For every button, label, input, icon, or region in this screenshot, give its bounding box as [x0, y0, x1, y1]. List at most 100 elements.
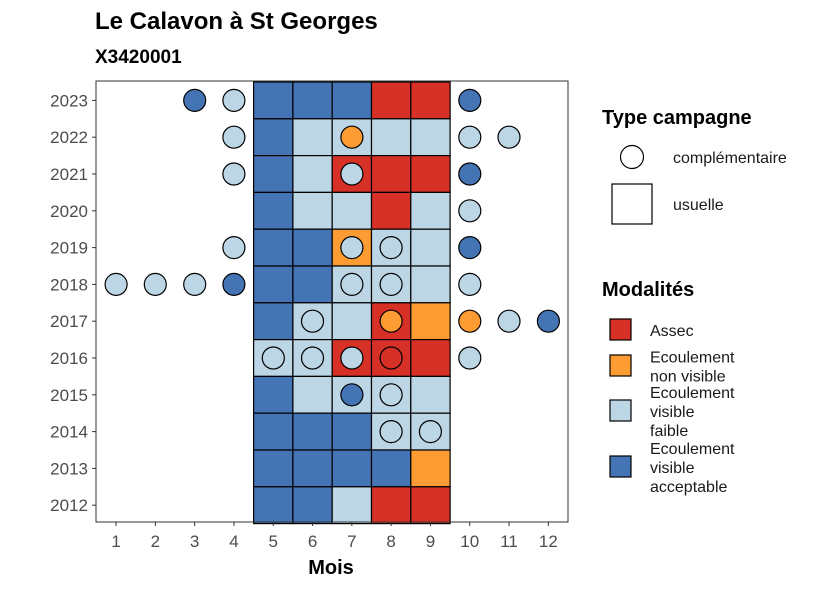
legend-swatch: [609, 399, 632, 422]
legend-modalite-label: Assec: [650, 323, 694, 340]
legend-type-label: complémentaire: [673, 150, 787, 167]
heatmap-cell: [253, 449, 294, 488]
heatmap-cell: [410, 449, 451, 488]
y-tick-label: 2019: [50, 239, 88, 258]
heatmap-cell: [292, 486, 333, 525]
heatmap-cell: [253, 191, 294, 230]
heatmap-cell: [370, 191, 412, 230]
heatmap-cell: [292, 118, 333, 157]
complementary-point: [104, 272, 128, 296]
complementary-point: [340, 236, 364, 260]
complementary-point: [379, 420, 403, 444]
heatmap-cell: [410, 486, 451, 525]
legend-swatch: [609, 318, 632, 341]
heatmap-cell: [292, 155, 333, 194]
y-tick-label: 2022: [50, 128, 88, 147]
complementary-point: [458, 309, 482, 333]
x-tick-label: 11: [500, 532, 518, 551]
complementary-point: [300, 346, 325, 370]
heatmap-cell: [253, 412, 294, 451]
heatmap-cell: [410, 339, 451, 378]
complementary-point: [340, 162, 364, 186]
complementary-point: [340, 383, 364, 407]
complementary-point: [536, 309, 561, 333]
complementary-point: [222, 88, 246, 113]
legend-swatch: [609, 455, 632, 478]
x-tick-label: 7: [347, 532, 356, 551]
heatmap-cell: [253, 302, 294, 341]
legend-modalite-label: Ecoulement visible acceptable: [650, 441, 735, 496]
heatmap-cell: [292, 191, 333, 230]
y-tick-label: 2020: [50, 202, 88, 221]
heatmap-cell: [292, 228, 333, 267]
legend-modalite-label: Ecoulement non visible: [650, 350, 735, 386]
heatmap-cell: [331, 81, 373, 120]
legend-modalite-label: Ecoulement visible faible: [650, 385, 735, 440]
heatmap-cell: [370, 486, 412, 525]
complementary-point: [222, 272, 246, 296]
heatmap-cell: [292, 449, 333, 488]
heatmap-cell: [370, 118, 412, 157]
x-axis: 1 2 3 4 5 6 7 8 9 10 11 12: [111, 522, 558, 551]
legend-type-title: Type campagne: [602, 107, 752, 129]
complementary-point: [458, 346, 482, 370]
complementary-point: [261, 346, 285, 370]
complementary-point: [222, 125, 246, 149]
heatmap-cell: [253, 118, 294, 157]
heatmap-cell: [410, 118, 451, 157]
chart-subtitle: X3420001: [95, 47, 182, 68]
complementary-point: [458, 199, 482, 223]
x-tick-label: 1: [111, 532, 120, 551]
complementary-point: [418, 420, 442, 444]
complementary-point: [458, 88, 482, 113]
complementary-point: [458, 162, 482, 186]
complementary-point: [379, 272, 403, 296]
y-tick-label: 2013: [50, 459, 88, 478]
heatmap-cell: [331, 449, 373, 488]
y-tick-label: 2014: [50, 423, 88, 442]
complementary-point: [379, 383, 403, 407]
legend-type-label: usuelle: [673, 197, 724, 214]
legend-circle-key: [619, 144, 645, 170]
heatmap-cell: [331, 486, 373, 525]
heatmap-cell: [253, 155, 294, 194]
complementary-point: [340, 346, 364, 370]
heatmap-cell: [331, 191, 373, 230]
heatmap-cell: [331, 302, 373, 341]
y-tick-label: 2018: [50, 275, 88, 294]
heatmap-cell: [370, 449, 412, 488]
complementary-point: [143, 272, 167, 296]
heatmap-cell: [292, 375, 333, 414]
complementary-point: [458, 236, 482, 260]
heatmap-cell: [331, 412, 373, 451]
complementary-point: [183, 88, 207, 113]
x-tick-label: 9: [426, 532, 435, 551]
heatmap-cell: [253, 375, 294, 414]
complementary-point: [458, 272, 482, 296]
heatmap-cells: [253, 81, 451, 525]
complementary-point: [379, 236, 403, 260]
heatmap-cell: [370, 155, 412, 194]
legend-modalites-title: Modalités: [602, 279, 694, 301]
heatmap-cell: [410, 155, 451, 194]
heatmap-cell: [253, 81, 294, 120]
complementary-point: [340, 125, 364, 149]
y-tick-label: 2017: [50, 312, 88, 331]
x-tick-label: 4: [229, 532, 238, 551]
complementary-point: [379, 309, 403, 333]
y-tick-label: 2012: [50, 496, 88, 515]
complementary-point: [379, 346, 403, 370]
complementary-points: [104, 88, 561, 444]
plot-frame: [95, 80, 569, 523]
heatmap-cell: [292, 265, 333, 304]
x-tick-label: 5: [269, 532, 278, 551]
heatmap-cell: [410, 81, 451, 120]
legend-swatch: [609, 354, 632, 377]
x-tick-label: 10: [460, 532, 479, 551]
y-axis: 2012 2013 2014 2015 2016 2017 2018 2019 2020 2021…: [50, 91, 96, 515]
complementary-point: [222, 162, 246, 186]
x-tick-label: 3: [190, 532, 199, 551]
heatmap-cell: [410, 302, 451, 341]
